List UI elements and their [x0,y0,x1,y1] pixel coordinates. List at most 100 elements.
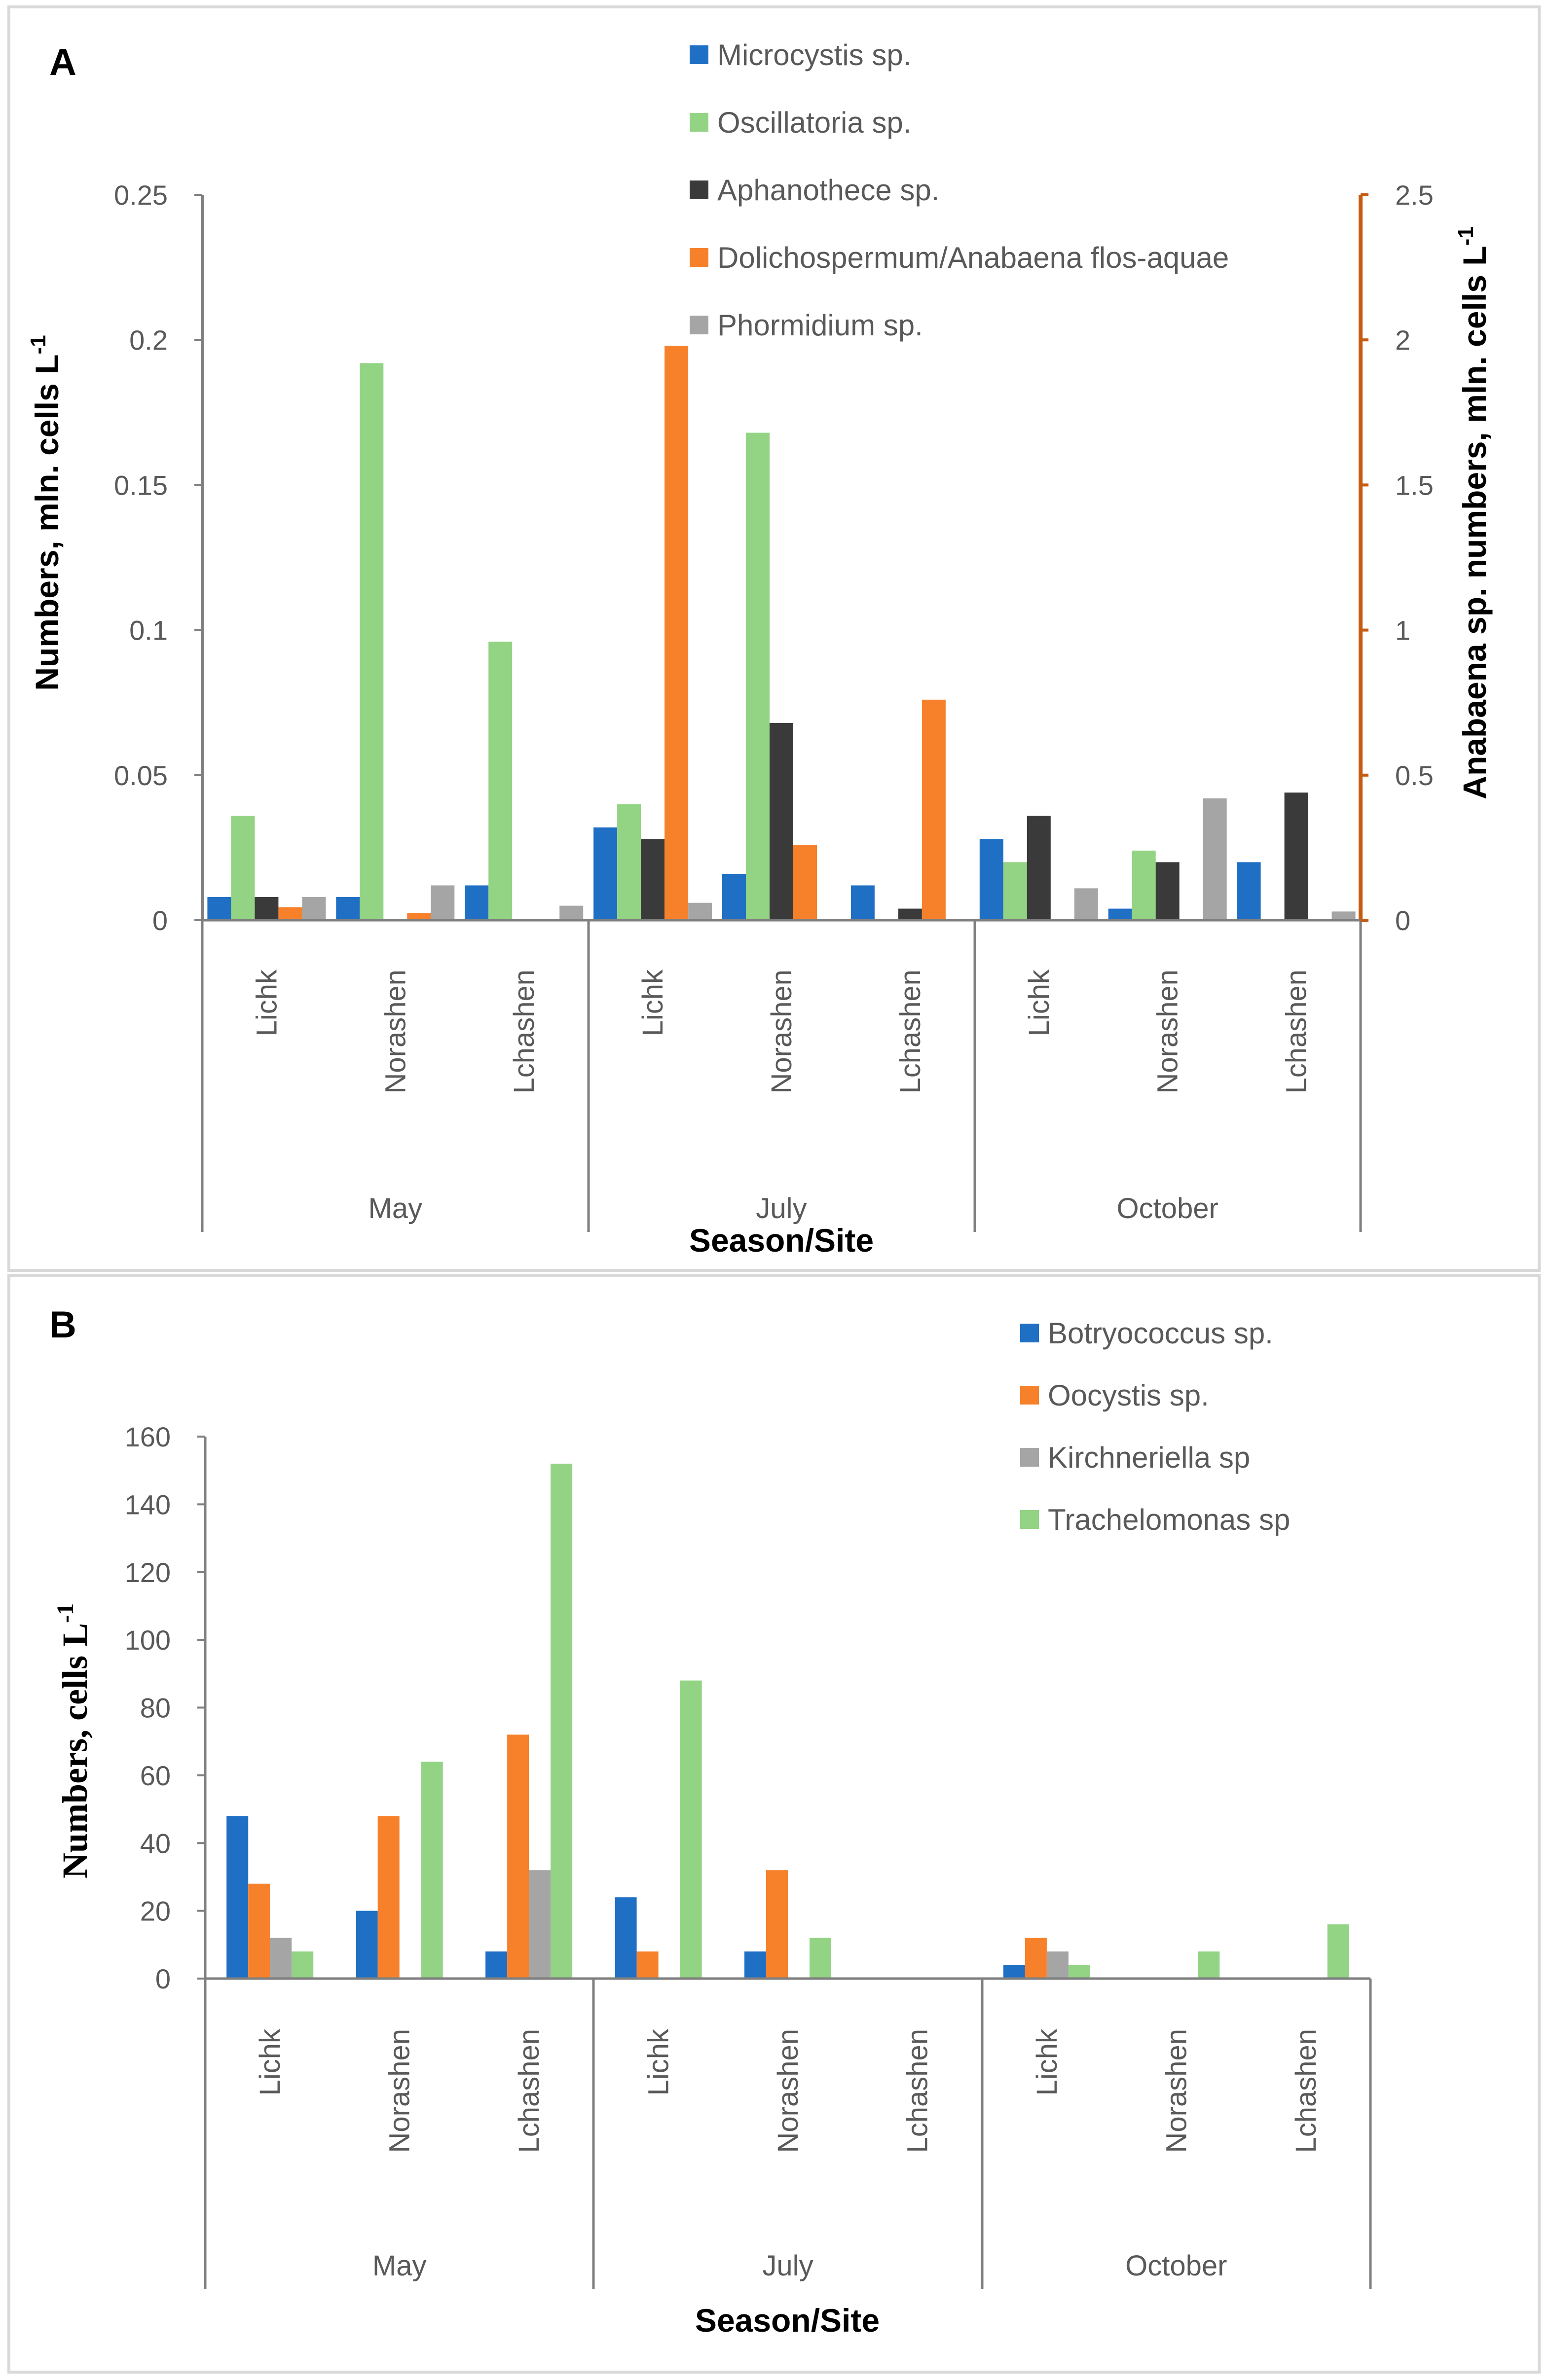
bar-oscillatoria-sp-may-lichk [231,816,255,920]
panel-b-category-labels: Lichk Norashen Lchashen Lichk Norashen Lchash… [254,2028,1322,2153]
panel-b-axes [204,1437,1372,2289]
panel-a-y2-ticks: 0 0.5 1 1.5 2 2.5 [1361,180,1434,936]
category-label-october-lichk: Lichk [1031,2028,1063,2095]
panel-a-legend: Microcystis sp. Oscillatoria sp. Aphanothe… [690,38,1229,342]
legend-swatch-dolichospermum-anabaena-flos-aquae [690,248,708,267]
panel-b-label: B [49,1304,76,1346]
bar-aphanothece-sp-july-lchashen [898,908,922,920]
legend-swatch-oocystis-sp [1020,1386,1039,1405]
y-tick-label: 0.2 [129,325,168,356]
bar-botryococcus-sp-july-lichk [615,1897,637,1979]
bar-dolichospermum-anabaena-flos-aquae-july-lchashen [922,699,946,920]
category-label-october-lichk: Lichk [1023,969,1055,1036]
y-tick-label: 20 [140,1896,171,1927]
group-label-october: October [1117,1192,1218,1225]
bar-trachelomonas-sp-july-lichk [680,1680,702,1979]
panel-a-category-labels: Lichk Norashen Lchashen Lichk Norashen Lchash… [251,969,1312,1094]
bar-botryococcus-sp-july-norashen [744,1951,766,1979]
y2-tick-label: 1.5 [1395,469,1434,501]
y-tick-label: 80 [140,1693,171,1724]
bar-botryococcus-sp-may-lchashen [485,1951,508,1979]
bar-dolichospermum-anabaena-flos-aquae-may-lichk [278,907,302,920]
panel-b-x-axis-title: Season/Site [695,2302,880,2339]
bar-oocystis-sp-may-lchashen [507,1734,529,1979]
bar-phormidium-sp-may-lichk [302,897,326,920]
bar-aphanothece-sp-may-lichk [255,897,279,920]
bar-trachelomonas-sp-october-norashen [1198,1951,1220,1979]
y-tick-label: 120 [125,1557,171,1588]
group-label-october: October [1125,2250,1227,2282]
panel-a-frame [7,5,1541,1272]
category-label-july-norashen: Norashen [772,2029,804,2153]
bar-oocystis-sp-july-norashen [766,1870,788,1979]
category-label-may-norashen: Norashen [379,970,411,1093]
panel-b-bars [226,1463,1349,1979]
bar-aphanothece-sp-october-lchashen [1284,793,1308,920]
bar-phormidium-sp-july-lichk [688,902,712,920]
bar-botryococcus-sp-may-lichk [226,1816,249,1979]
panel-a-chart: 0 0.05 0.1 0.15 0.2 0.25 0 0.5 1 1.5 2 2.5 Lichk No… [26,38,1493,1259]
category-label-may-lchashen: Lchashen [508,970,540,1094]
y2-tick-label: 0 [1395,905,1410,936]
y-tick-label: 0.25 [114,180,168,211]
legend-label-botryococcus-sp: Botryococcus sp. [1048,1317,1273,1350]
bar-trachelomonas-sp-july-norashen [810,1938,831,1979]
group-label-may: May [372,2250,427,2282]
bar-dolichospermum-anabaena-flos-aquae-july-norashen [793,845,817,920]
legend-label-trachelomonas-sp: Trachelomonas sp [1048,1503,1290,1536]
bar-botryococcus-sp-october-lichk [1003,1965,1025,1979]
legend-label-phormidium-sp: Phormidium sp. [717,309,923,342]
bar-oocystis-sp-may-norashen [377,1816,400,1979]
legend-label-aphanothece-sp: Aphanothece sp. [717,174,939,207]
group-label-july: July [762,2250,813,2282]
category-label-october-norashen: Norashen [1160,2029,1192,2153]
bar-oscillatoria-sp-october-lichk [1003,862,1027,920]
y2-tick-label: 0.5 [1395,760,1434,791]
bar-trachelomonas-sp-october-lichk [1068,1965,1090,1979]
bar-oscillatoria-sp-may-norashen [360,363,384,920]
category-label-may-norashen: Norashen [384,2029,416,2153]
legend-swatch-kirchneriella-sp [1020,1448,1039,1467]
legend-swatch-aphanothece-sp [690,180,708,199]
panel-b-frame [7,1274,1541,2374]
legend-swatch-microcystis-sp [690,45,708,64]
bar-microcystis-sp-july-norashen [722,873,746,920]
bar-kirchneriella-sp-may-lichk [270,1938,292,1979]
y-tick-label: 160 [125,1421,171,1452]
panel-a-axes [201,195,1363,1232]
bar-phormidium-sp-october-lchashen [1331,911,1356,920]
category-label-october-lchashen: Lchashen [1290,2029,1322,2153]
category-label-july-lichk: Lichk [637,969,669,1036]
y2-tick-label: 1 [1395,615,1410,646]
bar-oscillatoria-sp-october-norashen [1132,850,1156,920]
category-label-july-lchashen: Lchashen [894,970,926,1094]
bar-trachelomonas-sp-may-norashen [421,1762,443,1979]
panel-a-y-ticks: 0 0.05 0.1 0.15 0.2 0.25 [114,180,202,936]
bar-dolichospermum-anabaena-flos-aquae-july-lichk [664,346,689,920]
bar-microcystis-sp-may-lchashen [465,885,489,920]
panel-b-chart: 0 20 40 60 80 100 120 140 160 Lichk Norashen Lchas… [52,1317,1372,2339]
y-tick-label: 40 [140,1828,171,1859]
bar-aphanothece-sp-july-lichk [641,839,665,920]
category-label-may-lichk: Lichk [254,2028,286,2095]
y-tick-label: 0 [152,905,168,936]
panel-a-y-axis-title: Numbers, mln. cells L-1 [26,335,65,690]
legend-label-microcystis-sp: Microcystis sp. [717,38,911,72]
bar-oocystis-sp-october-lichk [1025,1938,1047,1979]
panel-a-group-labels: May July October [369,1192,1218,1225]
panel-a-y2-axis-title: Anabaena sp. numbers, mln. cells L-1 [1454,226,1493,799]
category-label-october-norashen: Norashen [1152,970,1184,1093]
bar-botryococcus-sp-may-norashen [356,1911,378,1979]
bar-trachelomonas-sp-october-lchashen [1327,1924,1349,1979]
bar-microcystis-sp-october-norashen [1108,908,1132,920]
category-label-may-lichk: Lichk [251,969,283,1036]
bar-dolichospermum-anabaena-flos-aquae-may-norashen [407,913,431,920]
bar-trachelomonas-sp-may-lichk [292,1951,314,1979]
legend-label-kirchneriella-sp: Kirchneriella sp [1048,1441,1250,1474]
category-label-july-norashen: Norashen [766,970,798,1093]
bar-phormidium-sp-october-norashen [1203,798,1227,920]
legend-label-oscillatoria-sp: Oscillatoria sp. [717,106,911,139]
panel-a-bars [207,346,1356,920]
bar-microcystis-sp-may-norashen [336,897,360,920]
